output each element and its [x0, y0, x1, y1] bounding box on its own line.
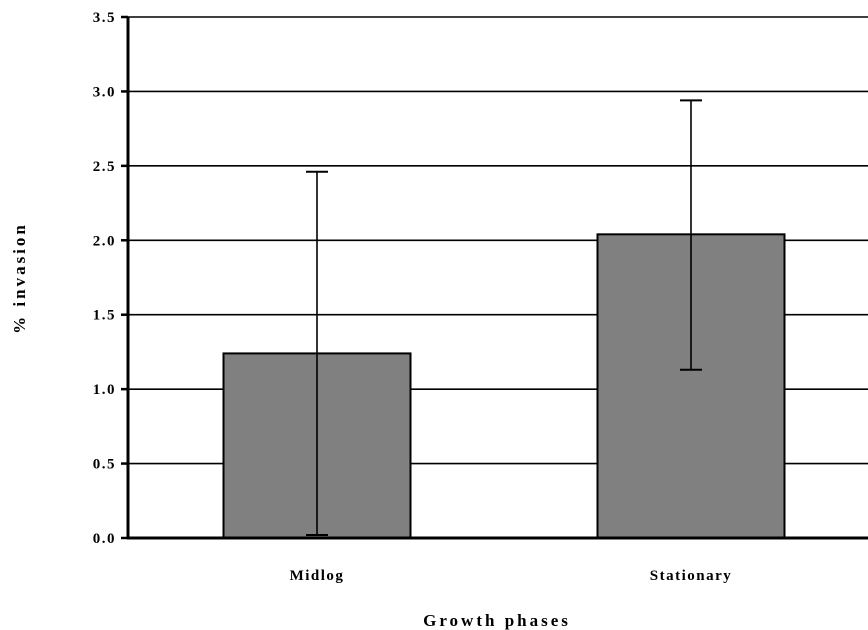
y-ticks: 0.0 0.5 1.0 1.5 2.0 2.5 3.0 3.5: [93, 10, 128, 547]
y-tick-label: 1.0: [93, 382, 116, 398]
y-axis-title: % invasion: [10, 222, 29, 334]
x-category-labels: Midlog Stationary: [290, 568, 733, 584]
bars: [222, 233, 786, 539]
y-tick-label: 0.5: [93, 457, 116, 473]
axes: [126, 17, 868, 540]
x-category-label: Stationary: [650, 568, 733, 584]
error-bars: [306, 99, 702, 537]
y-tick-label: 0.0: [93, 531, 116, 547]
y-tick-label: 2.0: [93, 233, 116, 249]
x-category-label: Midlog: [290, 568, 345, 584]
y-tick-label: 1.5: [93, 308, 116, 324]
x-axis-title: Growth phases: [423, 611, 571, 630]
y-tick-label: 3.0: [93, 84, 116, 100]
y-tick-label: 2.5: [93, 159, 116, 175]
y-tick-label: 3.5: [93, 10, 116, 26]
